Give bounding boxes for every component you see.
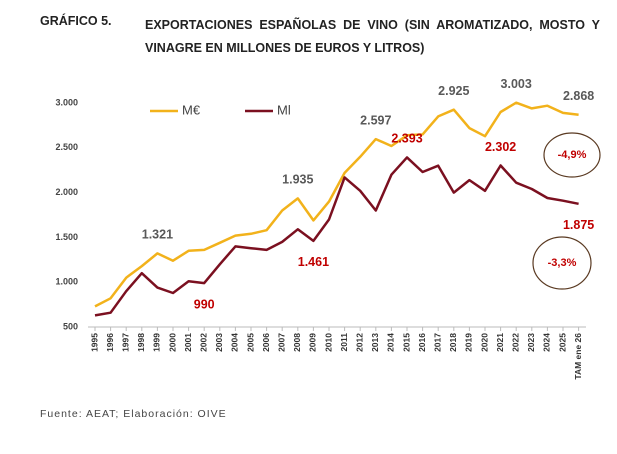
legend-label: M€ [182,102,201,117]
series-line [94,156,579,317]
value-label: 1.875 [563,218,594,232]
x-tick-label: 2018 [448,333,458,352]
x-tick-label: 2025 [557,333,567,352]
x-tick-label: 2007 [276,333,286,352]
x-tick-label: 2019 [464,333,474,352]
x-tick-label: 2013 [370,333,380,352]
y-tick-label: 2.000 [55,187,78,197]
x-tick-label: 2000 [167,333,177,352]
y-tick-label: 500 [63,321,78,331]
value-label: 2.302 [485,140,516,154]
x-tick-label: 2012 [354,333,364,352]
x-tick-label: TAM ene 26 [573,333,583,380]
x-tick-label: 2020 [479,333,489,352]
x-tick-label: 1998 [136,333,146,352]
x-tick-label: 2011 [339,333,349,352]
value-label: 2.925 [438,84,469,98]
x-tick-label: 2024 [542,333,552,352]
value-label: 2.868 [563,89,594,103]
x-tick-label: 2008 [292,333,302,352]
y-tick-label: 2.500 [55,142,78,152]
x-tick-label: 2004 [230,333,240,352]
series-line [94,101,579,308]
x-tick-label: 1997 [120,333,130,352]
y-tick-label: 3.000 [55,97,78,107]
legend-label: Ml [277,102,291,117]
annotation: -4,9% [558,149,587,161]
x-tick-label: 2017 [432,333,442,352]
value-label: 2.393 [391,132,422,146]
x-tick-label: 1996 [105,333,115,352]
x-tick-label: 2009 [308,333,318,352]
x-tick-label: 2022 [510,333,520,352]
annotation-ellipse [543,132,601,178]
x-tick-label: 2016 [417,333,427,352]
chart-title: EXPORTACIONES ESPAÑOLAS DE VINO (SIN ARO… [145,18,600,55]
value-label: 1.321 [142,228,173,242]
x-tick-label: 2006 [261,333,271,352]
x-tick-label: 2014 [386,333,396,352]
chart-label: GRÁFICO 5. [40,14,112,28]
x-tick-label: 2023 [526,333,536,352]
value-label: 2.597 [360,113,391,127]
value-label: 3.003 [501,77,532,91]
annotation-ellipse [532,236,592,290]
x-tick-label: 2005 [245,333,255,352]
x-tick-label: 1999 [152,333,162,352]
value-label: 1.461 [298,255,329,269]
x-tick-label: 2001 [183,333,193,352]
x-tick-label: 2002 [198,333,208,352]
value-label: 1.935 [282,173,313,187]
value-label: 990 [194,297,215,311]
source: Fuente: AEAT; Elaboración: OIVE [40,408,227,420]
x-tick-label: 2010 [323,333,333,352]
y-tick-label: 1.000 [55,277,78,287]
x-tick-label: 2015 [401,333,411,352]
annotation: -3,3% [548,257,577,269]
x-tick-label: 2003 [214,333,224,352]
y-tick-label: 1.500 [55,232,78,242]
x-tick-label: 2021 [495,333,505,352]
x-tick-label: 1995 [89,333,99,352]
